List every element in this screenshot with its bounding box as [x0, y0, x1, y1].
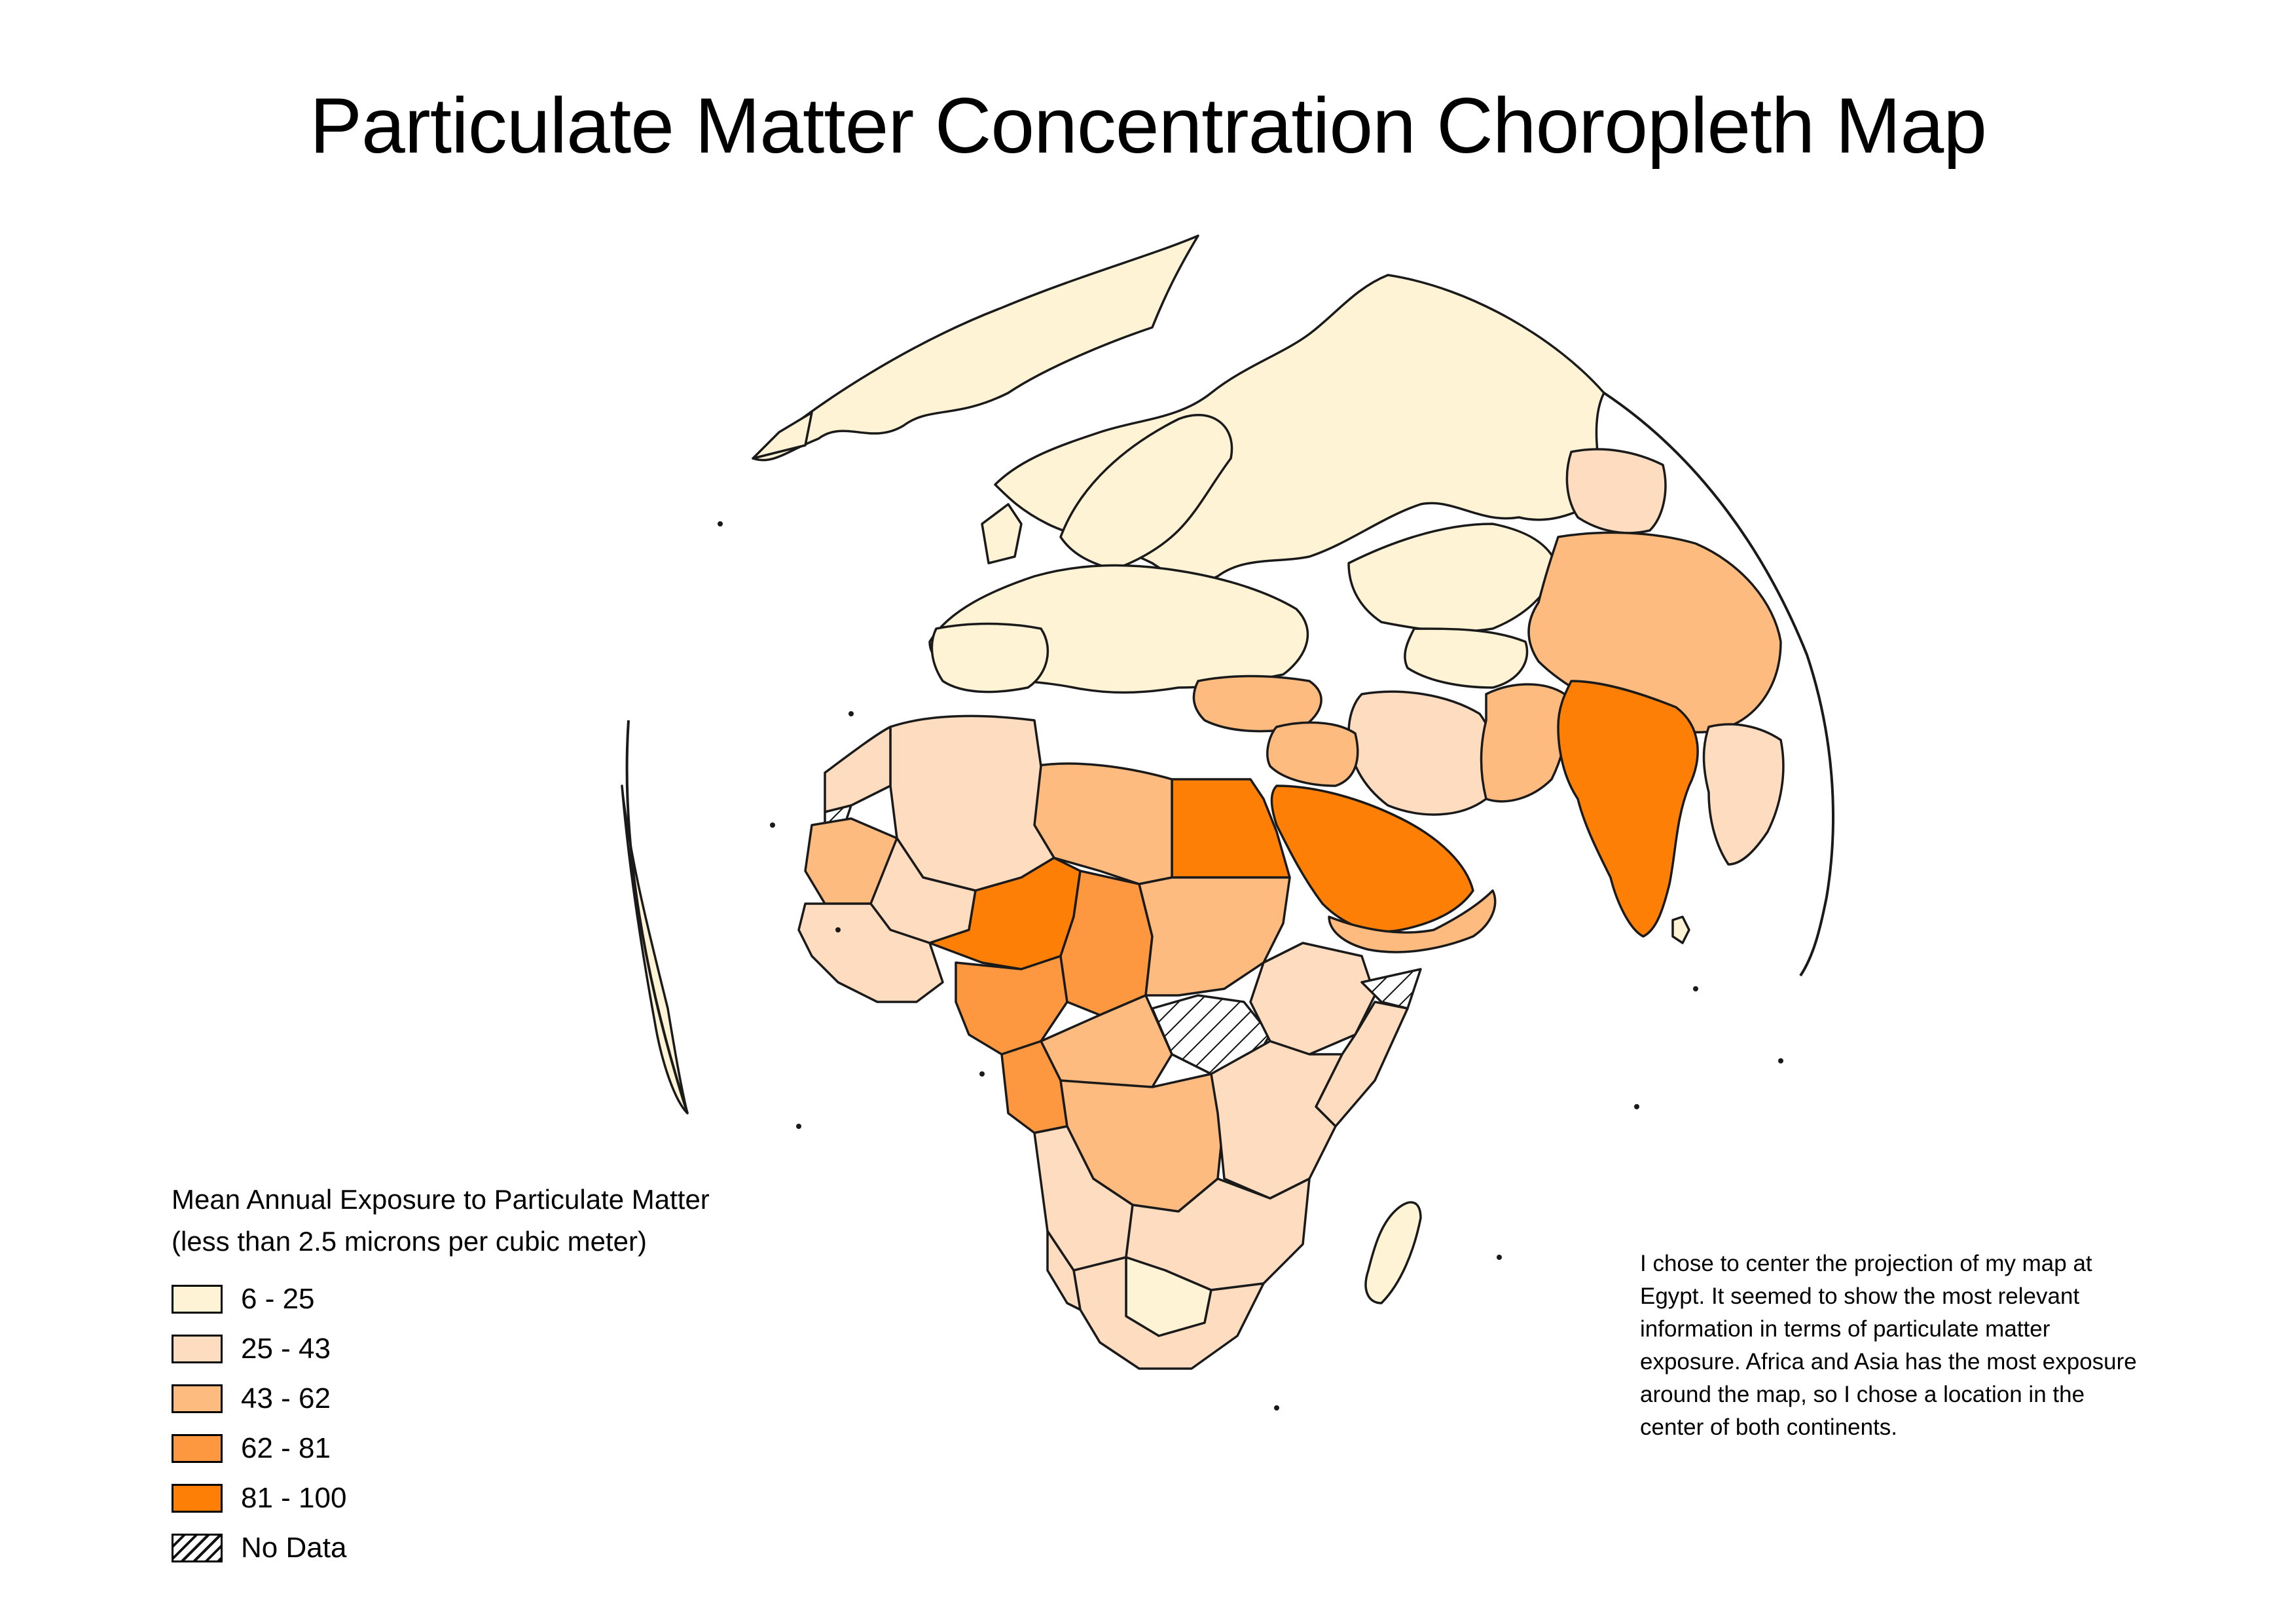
legend-item: 43 - 62 — [172, 1374, 892, 1424]
island-dot — [1274, 1405, 1279, 1411]
region-iraq-syria — [1266, 721, 1359, 787]
island-dot — [796, 1124, 801, 1129]
legend: Mean Annual Exposure to Particulate Matt… — [172, 1179, 892, 1573]
legend-label: 25 - 43 — [241, 1333, 331, 1365]
island-dot — [770, 822, 775, 828]
region-sri-lanka — [1671, 915, 1690, 944]
legend-swatch — [172, 1484, 223, 1513]
region-southeast-asia — [1702, 723, 1785, 866]
region-madagascar — [1364, 1201, 1422, 1304]
legend-item: 25 - 43 — [172, 1324, 892, 1374]
region-uk — [981, 503, 1023, 564]
legend-item: 6 - 25 — [172, 1274, 892, 1324]
legend-label: 62 - 81 — [241, 1432, 331, 1464]
island-dot — [835, 927, 841, 932]
region-americas-limb — [621, 784, 689, 1115]
legend-item: 62 - 81 — [172, 1424, 892, 1473]
island-dot — [1497, 1255, 1502, 1260]
region-sudan — [1138, 876, 1291, 997]
legend-title-line2: (less than 2.5 microns per cubic meter) — [172, 1226, 647, 1257]
region-west-africa — [797, 902, 944, 1003]
legend-title-line1: Mean Annual Exposure to Particulate Matt… — [172, 1184, 710, 1215]
legend-label: No Data — [241, 1532, 347, 1564]
region-kazakhstan — [1347, 523, 1559, 633]
legend-item: No Data — [172, 1523, 892, 1573]
region-saudi-arabia — [1270, 784, 1474, 933]
region-east-africa — [1210, 1040, 1343, 1200]
map-title: Particulate Matter Concentration Choropl… — [309, 82, 1987, 170]
region-iran — [1347, 690, 1497, 816]
island-dot — [1693, 986, 1698, 991]
projection-note: I chose to center the projection of my m… — [1640, 1251, 2137, 1440]
island-dot — [718, 521, 723, 526]
legend-swatch — [172, 1384, 223, 1413]
region-iberia — [930, 622, 1049, 693]
region-morocco — [824, 726, 892, 813]
legend-item: 81 - 100 — [172, 1473, 892, 1523]
legend-label: 6 - 25 — [241, 1283, 315, 1315]
legend-swatch — [172, 1434, 223, 1463]
region-mongolia — [1565, 448, 1667, 534]
island-dot — [1778, 1058, 1783, 1063]
legend-items: 6 - 25 25 - 43 43 - 62 62 - 81 81 - 100 No Da… — [172, 1274, 892, 1573]
legend-swatch — [172, 1534, 223, 1562]
region-india — [1557, 680, 1699, 938]
region-south-africa — [1072, 1256, 1265, 1370]
legend-label: 81 - 100 — [241, 1482, 347, 1514]
region-greenland — [752, 234, 1199, 462]
legend-title: Mean Annual Exposure to Particulate Matt… — [172, 1179, 892, 1263]
globe-outline-right — [1603, 392, 1834, 977]
island-dot — [1634, 1104, 1639, 1109]
island-dot — [979, 1071, 985, 1077]
legend-swatch — [172, 1335, 223, 1363]
legend-swatch — [172, 1285, 223, 1314]
region-greenland-north — [752, 411, 813, 460]
legend-label: 43 - 62 — [241, 1382, 331, 1414]
region-central-asia — [1404, 627, 1529, 689]
region-yemen-oman — [1328, 889, 1497, 953]
region-pakistan — [1480, 683, 1569, 803]
globe-outline-left — [625, 720, 689, 1114]
region-namibia — [1046, 1230, 1082, 1311]
island-dot — [848, 711, 854, 716]
